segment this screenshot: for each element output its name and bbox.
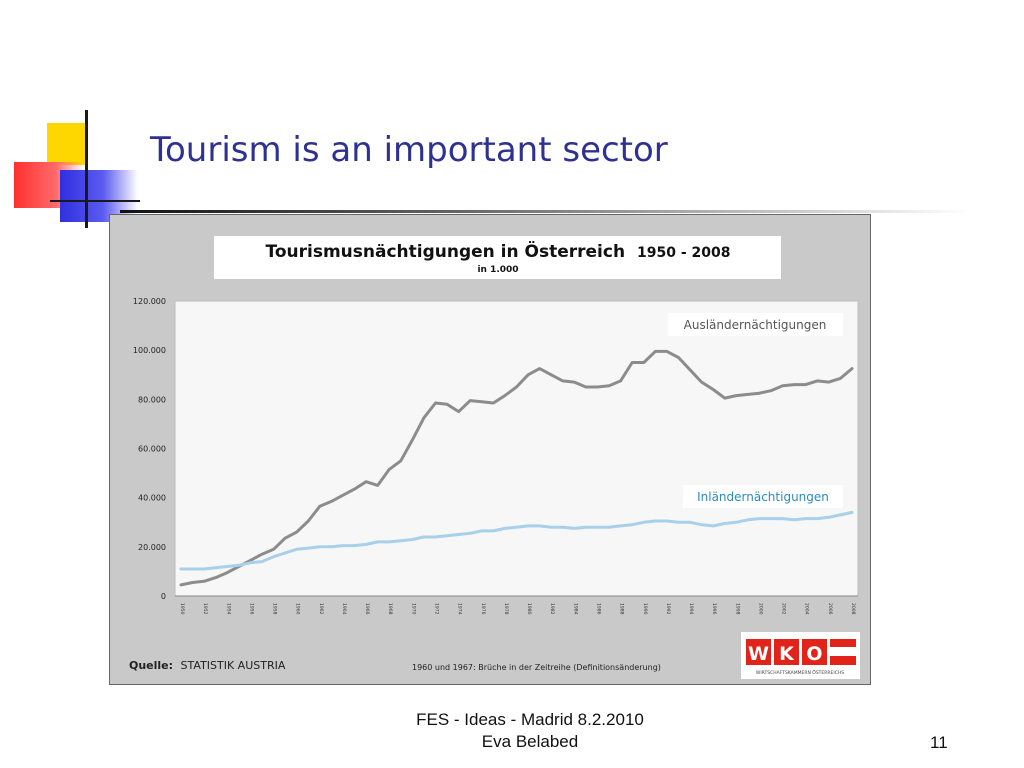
chart-subtitle: in 1.000: [477, 265, 518, 275]
y-tick-label: 40.000: [138, 494, 166, 503]
y-tick-label: 120.000: [133, 297, 166, 306]
x-tick-label: 1954: [225, 603, 231, 615]
x-tick-label: 2006: [827, 603, 833, 615]
x-tick-label: 1968: [387, 603, 393, 615]
series-lines: [179, 349, 854, 587]
x-tick-label: 1984: [572, 603, 578, 615]
series-line-inlaender: [179, 510, 854, 571]
x-tick-label: 1976: [480, 603, 486, 615]
label-box-auslaender: [668, 313, 843, 336]
x-tick-label: 1950: [179, 603, 185, 615]
x-tick-label: 1956: [248, 603, 254, 615]
y-tick-label: 60.000: [138, 445, 166, 454]
decor-horizontal-line: [50, 200, 140, 202]
y-tick-label: 0: [161, 592, 166, 601]
series-label-auslaender: Ausländernächtigungen: [684, 318, 827, 332]
footer-event: FES - Ideas - Madrid 8.2.2010: [416, 710, 644, 729]
logo-letter-o: O: [806, 643, 822, 665]
x-tick-label: 2008: [850, 603, 856, 615]
x-tick-label: 1994: [688, 603, 694, 615]
x-tick-label: 1966: [364, 603, 370, 615]
logo-letter-w: W: [748, 643, 769, 665]
x-tick-label: 1986: [595, 603, 601, 615]
slide-number: 11: [930, 733, 948, 752]
chart-title-main: Tourismusnächtigungen in Österreich: [266, 240, 626, 262]
y-axis-labels: 0 20.000 40.000 60.000 80.000 100.000 120.000: [133, 297, 166, 601]
footer-info: FES - Ideas - Madrid 8.2.2010 Eva Belabe…: [380, 709, 680, 753]
x-tick-label: 1982: [549, 603, 555, 615]
slide-title: Tourism is an important sector: [150, 130, 668, 170]
y-tick-label: 100.000: [133, 346, 166, 355]
label-box-inlaender: [683, 485, 843, 508]
x-tick-label: 1974: [457, 603, 463, 615]
decor-blue-square: [60, 170, 138, 222]
source-text: Quelle: STATISTIK AUSTRIA: [129, 659, 286, 672]
title-underline: [120, 210, 970, 213]
x-tick-label: 1962: [318, 603, 324, 615]
source-label: Quelle:: [129, 659, 173, 672]
x-tick-label: 1964: [341, 603, 347, 615]
tourism-chart: Tourismusnächtigungen in Österreich 1950…: [129, 236, 860, 679]
wko-logo: W K O WIRTSCHAFTSKAMMERN ÖSTERREICHS: [741, 632, 860, 679]
x-tick-label: 2002: [781, 603, 787, 615]
x-tick-label: 1970: [410, 603, 416, 615]
x-tick-label: 2000: [757, 603, 763, 615]
footer-author: Eva Belabed: [481, 732, 579, 751]
series-line-auslaender: [179, 349, 854, 587]
decor-yellow-square: [47, 123, 87, 165]
chart-footnote: 1960 und 1967: Brüche in der Zeitreihe (…: [412, 663, 661, 672]
y-tick-label: 20.000: [138, 543, 166, 552]
x-tick-label: 1998: [734, 603, 740, 615]
x-tick-label: 1960: [295, 603, 301, 615]
logo-caption: WIRTSCHAFTSKAMMERN ÖSTERREICHS: [756, 669, 844, 676]
x-tick-label: 2004: [804, 603, 810, 615]
x-tick-label: 1958: [272, 603, 278, 615]
logo-letter-k: K: [779, 643, 795, 665]
series-label-inlaender: Inländernächtigungen: [697, 490, 829, 504]
x-tick-label: 1996: [711, 603, 717, 615]
x-tick-label: 1980: [526, 603, 532, 615]
plot-area: [174, 300, 859, 597]
chart-panel: Tourismusnächtigungen in Österreich 1950…: [109, 214, 871, 685]
x-tick-label: 1988: [619, 603, 625, 615]
y-tick-label: 80.000: [138, 395, 166, 404]
x-tick-label: 1978: [503, 603, 509, 615]
x-tick-label: 1972: [434, 603, 440, 615]
x-tick-label: 1990: [642, 603, 648, 615]
x-tick-label: 1952: [202, 603, 208, 615]
x-axis-labels: 1950 1952 1954 1956 1958 1960 1962 1964 1966 1968…: [179, 603, 856, 615]
chart-title: Tourismusnächtigungen in Österreich 1950…: [266, 240, 731, 262]
chart-title-box: [214, 236, 781, 279]
chart-title-years: 1950 - 2008: [637, 245, 731, 261]
decor-vertical-line: [85, 110, 88, 228]
source-name: STATISTIK AUSTRIA: [181, 659, 286, 672]
x-tick-label: 1992: [665, 603, 671, 615]
